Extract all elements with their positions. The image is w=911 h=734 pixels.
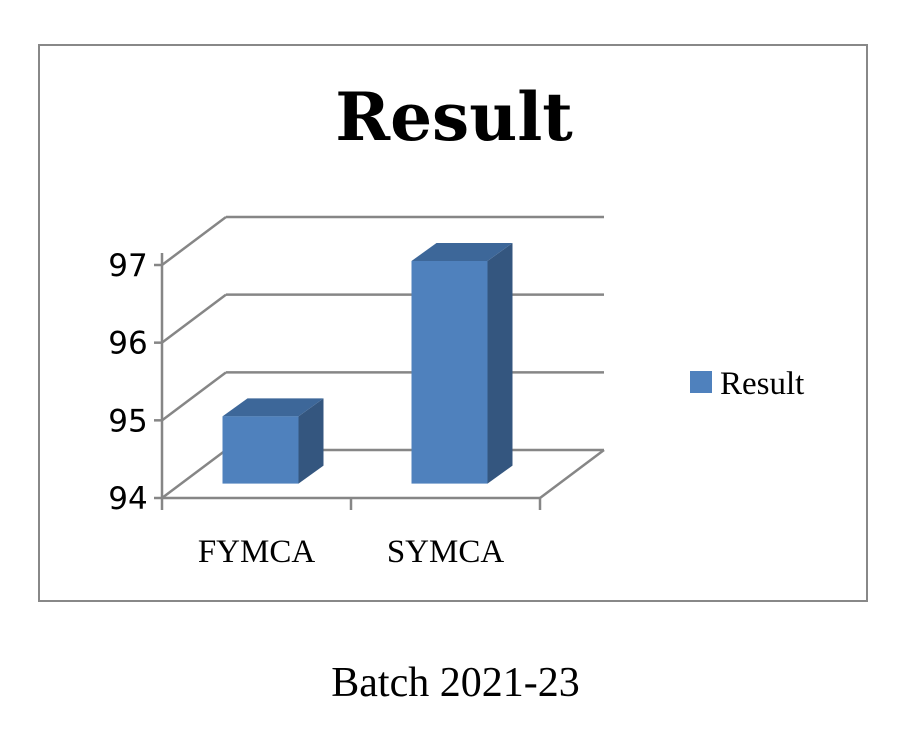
legend: Result bbox=[690, 366, 804, 402]
y-tick-label: 97 bbox=[108, 248, 147, 284]
bar-symca bbox=[411, 261, 488, 484]
floor-edge bbox=[539, 449, 605, 499]
axis-layer: 94 95 96 97 FYMCA SYMCA bbox=[108, 248, 542, 570]
bar-top bbox=[222, 398, 324, 417]
gridline-side bbox=[161, 216, 227, 266]
gridline-side bbox=[161, 371, 227, 422]
gridline-side bbox=[161, 293, 227, 344]
bar-side bbox=[487, 243, 513, 484]
y-tick-label: 96 bbox=[108, 326, 147, 362]
x-tick-label: FYMCA bbox=[198, 534, 316, 570]
legend-label: Result bbox=[720, 366, 804, 402]
chart-title: Result bbox=[335, 78, 573, 156]
x-tick-label: SYMCA bbox=[387, 534, 505, 570]
y-tick-label: 95 bbox=[108, 403, 147, 439]
chart-caption: Batch 2021-23 bbox=[331, 660, 580, 706]
legend-swatch bbox=[690, 371, 712, 393]
gridline-side bbox=[161, 449, 227, 499]
bar-side bbox=[298, 398, 324, 484]
y-tick-label: 94 bbox=[108, 481, 147, 517]
bar-top bbox=[411, 243, 513, 261]
bar-layer bbox=[222, 243, 513, 484]
bar-fymca bbox=[222, 416, 299, 484]
